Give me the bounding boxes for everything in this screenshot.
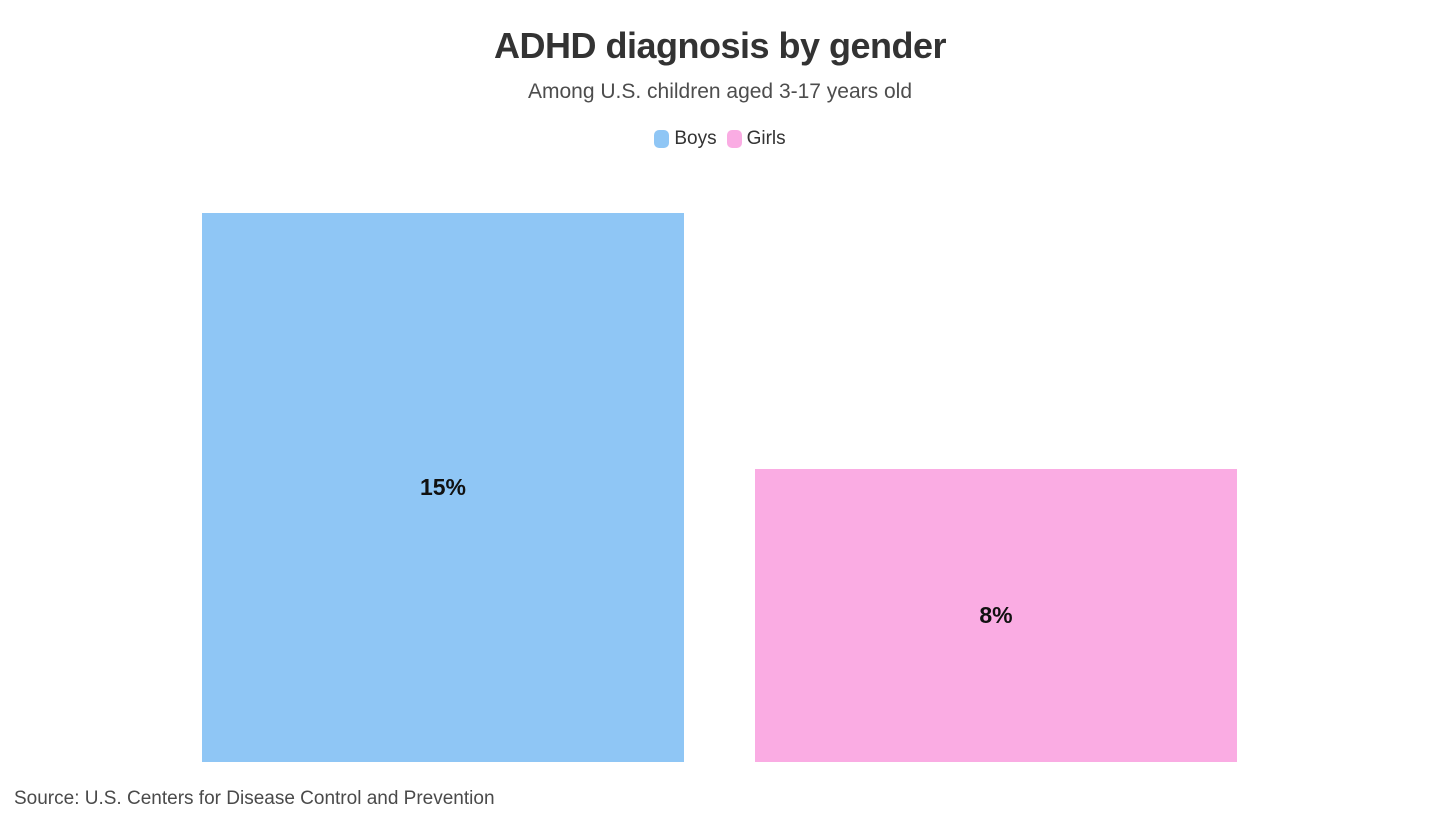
legend-item-boys: Boys	[654, 128, 717, 150]
legend-label-girls: Girls	[746, 128, 786, 149]
bar-girls: 8%	[755, 469, 1237, 762]
chart-title: ADHD diagnosis by gender	[493, 25, 947, 66]
legend-item-girls: Girls	[726, 128, 786, 150]
source-note: Source: U.S. Centers for Disease Control…	[14, 788, 495, 809]
legend: Boys Girls	[0, 128, 1440, 150]
legend-label-boys: Boys	[674, 128, 717, 149]
bar-value-label-girls: 8%	[979, 602, 1013, 628]
girls-swatch-icon	[726, 130, 742, 148]
chart-subtitle: Among U.S. children aged 3-17 years old	[527, 80, 913, 103]
bar-boys: 15%	[202, 213, 684, 762]
boys-swatch-icon	[654, 130, 670, 148]
bar-value-label-boys: 15%	[419, 474, 467, 500]
